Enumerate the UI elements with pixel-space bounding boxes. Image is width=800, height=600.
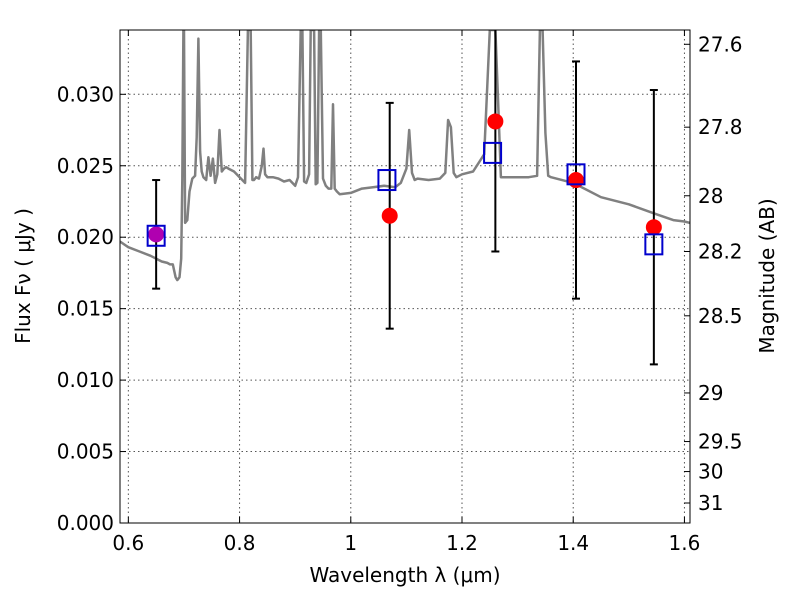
y-tick-label: 0.000 [57,511,114,535]
x-tick-label: 1.6 [669,531,701,555]
right-tick-label: 28 [698,184,723,208]
observed-point [487,113,504,130]
y-tick-label: 0.005 [57,440,114,464]
right-tick-label: 28.5 [698,304,743,328]
right-tick-label: 27.6 [698,32,743,56]
x-tick-label: 1 [344,531,357,555]
model-point [483,141,503,164]
plot-layer [120,30,690,366]
x-axis-label: Wavelength λ (μm) [309,563,500,587]
right-tick-label: 29 [698,381,723,405]
model-point [377,169,397,192]
grid-layer [120,30,690,524]
y-tick-label: 0.010 [57,368,114,392]
observed-point [645,219,662,236]
observed-point [381,207,398,224]
model-point [566,163,586,186]
y-tick-label: 0.020 [57,225,114,249]
right-tick-label: 31 [698,491,723,515]
right-tick-label: 30 [698,460,723,484]
plot-frame [119,29,691,524]
right-tick-label: 27.8 [698,115,743,139]
x-tick-label: 1.2 [446,531,478,555]
tick-layer: 0.6 0.8 1 1.2 1.4 1.6 0.000 0.005 0.010 0.015 0.02… [57,30,743,555]
x-tick-label: 0.6 [112,531,144,555]
y-tick-label: 0.030 [57,82,114,106]
model-point [146,224,166,247]
right-tick-label: 29.5 [698,430,743,454]
right-tick-label: 28.2 [698,239,743,263]
y-tick-label: 0.025 [57,154,114,178]
y-axis-label: Flux Fν ( μJy ) [11,208,35,344]
y-axis-right-label: Magnitude (AB) [755,198,779,353]
model-point [644,233,664,256]
x-tick-label: 1.4 [557,531,589,555]
spectrum-line [120,30,690,282]
x-tick-label: 0.8 [224,531,256,555]
y-tick-label: 0.015 [57,297,114,321]
observed-point [148,226,165,243]
